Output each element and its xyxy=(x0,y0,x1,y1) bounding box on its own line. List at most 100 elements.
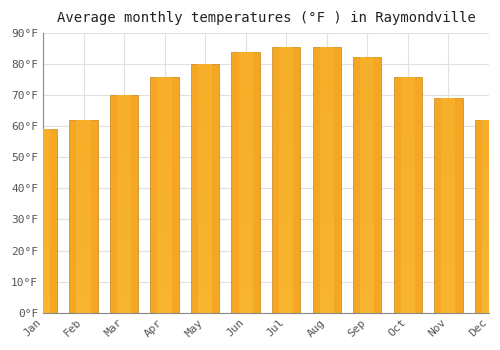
Bar xyxy=(482,239,496,243)
Bar xyxy=(76,151,90,155)
Bar xyxy=(442,223,456,227)
Bar xyxy=(320,185,334,190)
Bar xyxy=(36,261,50,265)
Bar xyxy=(198,144,212,149)
Bar xyxy=(400,209,415,214)
Bar xyxy=(117,156,131,161)
Bar xyxy=(482,212,496,216)
Bar xyxy=(442,201,456,205)
Bar xyxy=(198,64,212,69)
Bar xyxy=(238,62,253,68)
Bar xyxy=(238,188,253,193)
Bar xyxy=(36,269,50,272)
Bar xyxy=(400,204,415,209)
Bar xyxy=(360,87,374,92)
Bar xyxy=(400,195,415,200)
Bar xyxy=(482,205,496,209)
Bar xyxy=(238,140,253,146)
Bar xyxy=(279,153,293,159)
Bar xyxy=(279,201,293,206)
Bar xyxy=(482,182,496,186)
Bar xyxy=(320,143,334,148)
Bar xyxy=(198,223,212,228)
Bar xyxy=(442,120,456,124)
Bar xyxy=(320,84,334,90)
Bar xyxy=(158,185,172,190)
Bar xyxy=(360,241,374,246)
Bar xyxy=(158,157,172,162)
Bar xyxy=(76,243,90,247)
Bar xyxy=(442,308,456,313)
Bar xyxy=(353,56,382,313)
Bar xyxy=(198,228,212,233)
Bar xyxy=(238,120,253,125)
Bar xyxy=(400,176,415,181)
Bar xyxy=(320,228,334,233)
Bar xyxy=(198,159,212,163)
Bar xyxy=(400,185,415,190)
Bar xyxy=(360,174,374,180)
Bar xyxy=(279,212,293,217)
Bar xyxy=(198,178,212,183)
Bar xyxy=(238,99,253,104)
Bar xyxy=(400,256,415,261)
Bar xyxy=(36,137,50,140)
Bar xyxy=(482,178,496,182)
Bar xyxy=(76,251,90,255)
Bar xyxy=(400,147,415,152)
Bar xyxy=(400,128,415,133)
Bar xyxy=(198,169,212,174)
Bar xyxy=(76,282,90,286)
Bar xyxy=(279,74,293,79)
Bar xyxy=(400,110,415,114)
Bar xyxy=(158,162,172,166)
Bar xyxy=(158,199,172,204)
Bar xyxy=(198,253,212,258)
Bar xyxy=(198,183,212,188)
Bar xyxy=(238,114,253,120)
Bar xyxy=(36,250,50,254)
Bar xyxy=(482,155,496,159)
Bar xyxy=(482,232,496,236)
Bar xyxy=(36,140,50,144)
Bar xyxy=(279,143,293,148)
Bar xyxy=(238,161,253,167)
Bar xyxy=(279,281,293,286)
Bar xyxy=(442,253,456,257)
Bar xyxy=(360,215,374,220)
Bar xyxy=(238,260,253,266)
Bar xyxy=(238,109,253,114)
Bar xyxy=(482,159,496,162)
Bar xyxy=(238,255,253,260)
Bar xyxy=(198,139,212,144)
Bar xyxy=(117,178,131,182)
Bar xyxy=(320,233,334,238)
Bar xyxy=(117,269,131,273)
Bar xyxy=(442,236,456,240)
Bar xyxy=(320,159,334,164)
Bar xyxy=(238,224,253,229)
Bar xyxy=(442,227,456,231)
Bar xyxy=(442,163,456,167)
Bar xyxy=(442,248,456,253)
Bar xyxy=(158,275,172,280)
Bar xyxy=(400,280,415,284)
Bar xyxy=(158,100,172,105)
Bar xyxy=(482,278,496,282)
Bar xyxy=(36,188,50,192)
Bar xyxy=(198,154,212,159)
Bar xyxy=(360,256,374,261)
Bar xyxy=(36,166,50,170)
Bar xyxy=(76,135,90,139)
Bar xyxy=(198,134,212,139)
Bar xyxy=(272,47,300,313)
Bar xyxy=(198,124,212,129)
Bar xyxy=(36,272,50,276)
Bar xyxy=(198,218,212,223)
Bar xyxy=(400,190,415,195)
Bar xyxy=(76,162,90,166)
Bar xyxy=(36,305,50,309)
Bar xyxy=(117,204,131,208)
Bar xyxy=(76,232,90,236)
Bar xyxy=(360,205,374,210)
